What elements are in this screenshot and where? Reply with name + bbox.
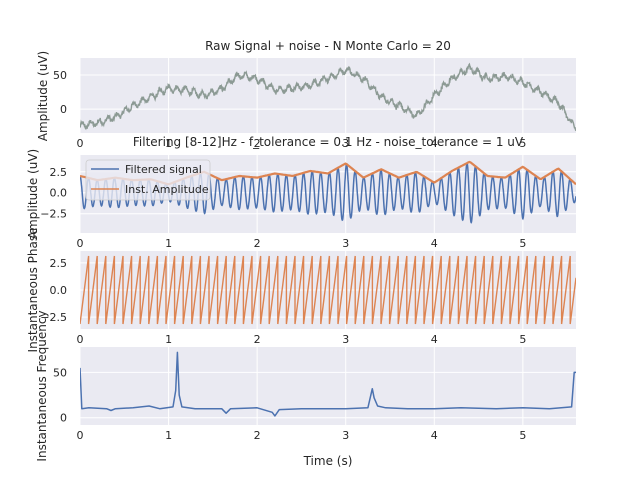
x-tick-label: 5 [519, 237, 526, 250]
legend: Filtered signal Inst. Amplitude [85, 159, 211, 201]
x-tick-label: 0 [77, 237, 84, 250]
y-tick-label: 0 [60, 103, 67, 116]
x-tick-label: 2 [254, 237, 261, 250]
x-tick-label: 2 [254, 333, 261, 346]
legend-frame [85, 159, 211, 201]
raw-signal-line [80, 62, 576, 132]
y-tick-label: 0.0 [50, 284, 68, 297]
panel-frequency-xlabel: Time (s) [303, 454, 353, 468]
x-tick-label: 0 [77, 333, 84, 346]
y-tick-label: −2.5 [40, 208, 67, 221]
x-tick-label: 0 [77, 429, 84, 442]
x-tick-label: 2 [254, 137, 261, 150]
panel-raw-signal-title: Raw Signal + noise - N Monte Carlo = 20 [205, 39, 451, 53]
panel-raw-signal-background [80, 58, 576, 133]
x-tick-label: 5 [519, 333, 526, 346]
panel-frequency-lines [80, 351, 576, 417]
panel-phase-ylabel: Instantaneous Phase [26, 228, 40, 353]
panel-filtered-title: Filtering [8-12]Hz - f_tolerance = 0.1 H… [133, 135, 524, 149]
y-tick-label: 50 [53, 69, 67, 82]
panel-phase-ticks: 0 1 2 3 4 5 −2.5 0.0 2.5 [40, 257, 526, 346]
x-tick-label: 1 [165, 333, 172, 346]
panel-frequency-ylabel: Instantaneous Frequency [35, 310, 49, 461]
panel-filtered: 0 1 2 3 4 5−2.50.02.5 Filtering [8-12]Hz - f_… [26, 135, 576, 250]
y-tick-label: 50 [53, 366, 67, 379]
x-tick-label: 1 [165, 237, 172, 250]
y-tick-label: 0.0 [50, 187, 68, 200]
panel-raw-signal-lines [80, 62, 576, 132]
x-tick-label: 4 [431, 237, 438, 250]
panel-phase: 0 1 2 3 4 5 −2.5 0.0 2.5 Instantaneous Phase [26, 228, 576, 353]
legend-label-amplitude: Inst. Amplitude [125, 183, 209, 196]
x-tick-label: 4 [431, 137, 438, 150]
x-tick-label: 1 [165, 429, 172, 442]
x-tick-label: 2 [254, 429, 261, 442]
x-tick-label: 4 [431, 333, 438, 346]
panel-filtered-ylabel: Amplitude (uV) [26, 149, 40, 240]
legend-label-filtered: Filtered signal [125, 163, 202, 176]
x-tick-label: 3 [342, 429, 349, 442]
panel-frequency-grid [79, 347, 576, 425]
y-tick-label: 2.5 [50, 166, 68, 179]
x-tick-label: 3 [342, 333, 349, 346]
panel-phase-lines [80, 255, 576, 325]
x-tick-label: 5 [519, 429, 526, 442]
frequency-line [80, 351, 576, 417]
x-tick-label: 4 [431, 429, 438, 442]
y-tick-label: 0 [60, 412, 67, 425]
phase-line [80, 255, 576, 325]
y-tick-label: 2.5 [50, 257, 68, 270]
panel-frequency-background [80, 347, 576, 425]
x-tick-label: 3 [342, 137, 349, 150]
panel-raw-signal-ylabel: Amplitude (uV) [36, 51, 50, 142]
x-tick-label: 1 [165, 137, 172, 150]
panel-filtered-ticks: 0 1 2 3 4 5 −2.5 0.0 2.5 [40, 166, 526, 250]
x-tick-label: 5 [519, 137, 526, 150]
y-tick-label: −2.5 [40, 311, 67, 324]
x-tick-label: 3 [342, 237, 349, 250]
x-tick-label: 0 [77, 137, 84, 150]
